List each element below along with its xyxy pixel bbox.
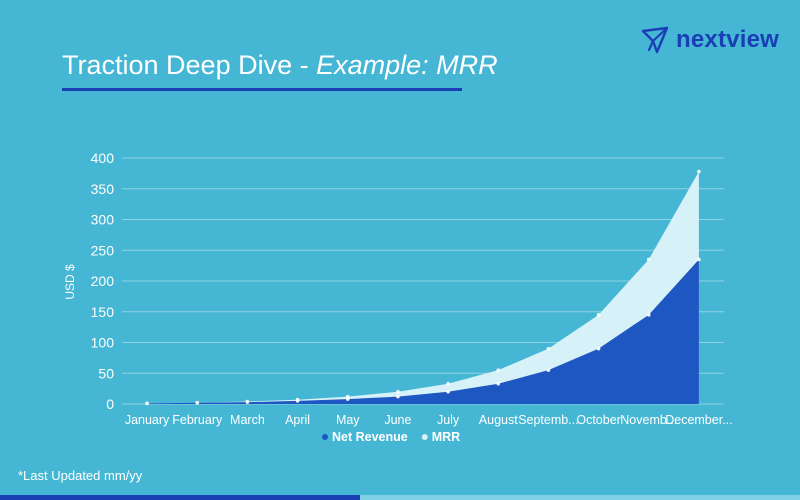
x-tick-label: July (437, 413, 460, 427)
data-point (496, 368, 501, 372)
data-point (546, 368, 551, 372)
data-point (697, 257, 701, 262)
x-axis-labels: January February March April May June July Augu… (125, 413, 733, 427)
data-point (345, 397, 350, 401)
data-point (496, 381, 501, 386)
data-point (345, 394, 350, 399)
y-tick-label: 300 (91, 212, 115, 228)
x-tick-label: August (479, 413, 518, 427)
legend-marker (322, 434, 328, 440)
data-point (295, 397, 300, 402)
x-tick-label: April (285, 413, 310, 427)
data-point (596, 313, 601, 317)
y-tick-label: 350 (91, 181, 115, 197)
paper-plane-icon (641, 26, 669, 54)
y-tick-label: 200 (91, 273, 115, 289)
bottom-bar-track (360, 495, 800, 500)
chart-legend: Net Revenue MRR (322, 430, 460, 444)
page-title: Traction Deep Dive - Example: MRR (62, 50, 498, 81)
data-point (646, 257, 651, 262)
brand-name: nextview (676, 26, 779, 53)
y-axis-ticks: 0 50 100 150 200 250 300 350 400 (91, 150, 115, 412)
x-tick-label: January (125, 413, 170, 427)
y-tick-label: 50 (98, 365, 114, 381)
x-tick-label: June (384, 413, 411, 427)
data-point (145, 401, 149, 406)
title-main: Traction Deep Dive - (62, 50, 317, 80)
x-tick-label: Septemb... (518, 413, 578, 427)
data-point (697, 169, 701, 174)
x-tick-label: Novemb... (620, 413, 677, 427)
x-tick-label: May (336, 413, 360, 427)
x-tick-label: February (172, 413, 223, 427)
data-point (245, 399, 250, 404)
x-tick-label: October (576, 413, 620, 427)
chart-areas (147, 171, 699, 404)
legend-label: Net Revenue (332, 430, 408, 444)
y-tick-label: 150 (91, 304, 115, 320)
bottom-progress-bar (0, 495, 360, 500)
title-emphasis: Example: MRR (316, 50, 498, 80)
x-tick-label: December... (665, 413, 732, 427)
y-tick-label: 400 (91, 150, 115, 166)
legend-label: MRR (432, 430, 460, 444)
y-axis-label: USD $ (63, 264, 77, 300)
data-point (446, 381, 450, 386)
y-tick-label: 0 (106, 396, 114, 412)
data-point (596, 346, 601, 351)
data-point (646, 313, 651, 317)
title-underline (62, 88, 462, 91)
area-mrr (147, 171, 699, 404)
chart-points (145, 169, 701, 406)
data-point (396, 389, 400, 394)
footnote: *Last Updated mm/yy (18, 468, 143, 483)
data-point (195, 400, 200, 405)
brand-logo: nextview (640, 24, 779, 56)
data-point (446, 389, 450, 394)
y-tick-label: 100 (91, 335, 115, 351)
data-point (546, 346, 551, 351)
y-tick-label: 250 (91, 242, 115, 258)
legend-marker (421, 434, 428, 440)
area-net-revenue (147, 259, 699, 404)
data-point (396, 394, 400, 399)
x-tick-label: March (230, 413, 265, 427)
